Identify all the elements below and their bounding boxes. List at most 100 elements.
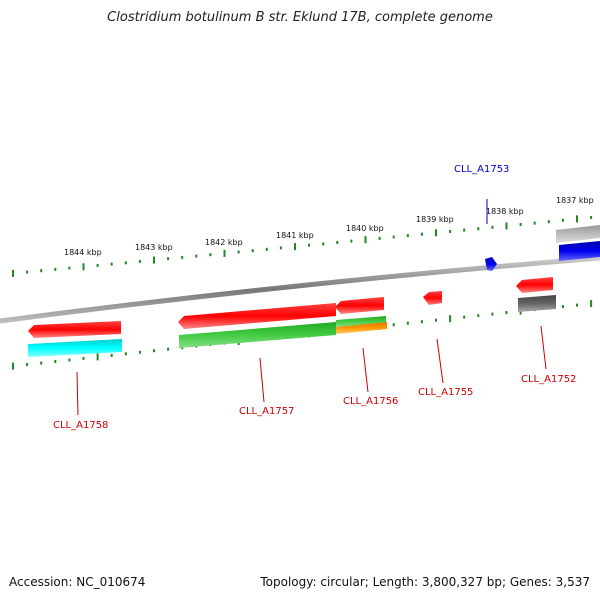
scale-tick [124,261,127,265]
scale-tick [223,249,226,257]
kbp-label: 1838 kbp [486,207,524,216]
scale-tick [167,257,170,261]
scale-tick [505,222,508,230]
scale-tick [138,350,141,354]
scale-tick [463,228,466,232]
gene-CLL_A1755[interactable] [423,291,442,305]
scale-tick [420,232,423,236]
gene-CLL_A1756[interactable] [335,297,384,314]
scale-tick [237,250,240,254]
gene-orange[interactable] [336,322,387,334]
scale-tick [561,305,564,309]
scale-tick [110,353,113,357]
gene-light-gray[interactable] [556,225,600,243]
scale-tick [167,347,170,351]
gene-CLL_A1758[interactable] [28,321,121,338]
scale-tick [110,262,113,266]
scale-tick [420,320,423,324]
scale-tick [195,254,198,258]
kbp-label: 1840 kbp [346,224,384,233]
scale-tick [477,227,480,231]
scale-tick [392,235,395,239]
gene-label[interactable]: CLL_A1758 [53,420,108,431]
scale-tick [54,267,57,271]
scale-tick [590,216,593,219]
scale-tick [519,223,522,226]
scale-tick [505,311,508,315]
scale-tick [406,321,409,325]
scale-tick [322,242,325,246]
gene-gray[interactable] [518,295,556,312]
forward-scale [12,215,593,277]
gene-label[interactable]: CLL_A1755 [418,387,473,398]
leader-line [436,338,444,384]
gene-CLL_A1752[interactable] [516,277,553,293]
scale-tick [336,241,339,244]
scale-tick [435,229,437,237]
scale-tick [491,225,494,229]
scale-tick [68,266,71,270]
scale-tick [463,315,466,319]
genome-backbone [0,255,600,324]
scale-tick [209,253,212,257]
scale-tick [82,356,85,360]
scale-tick [561,218,564,222]
scale-tick [477,314,480,318]
leader-line [540,325,547,370]
scale-tick [547,220,550,224]
scale-tick [153,256,155,264]
scale-tick [491,312,494,316]
scale-tick [40,361,43,365]
scale-tick [265,247,268,251]
gene-green-small[interactable] [336,316,386,327]
scale-tick [153,349,155,353]
genome-title: Clostridium botulinum B str. Eklund 17B,… [107,10,493,25]
scale-tick [533,221,536,225]
scale-tick [12,362,14,370]
scale-tick [576,303,578,307]
scale-tick [294,243,296,251]
scale-tick [378,236,381,240]
scale-tick [54,360,57,363]
scale-tick [590,300,593,308]
scale-tick [96,353,99,361]
scale-tick [449,230,452,233]
gene-blue-block[interactable] [559,241,600,261]
accession-text: Accession: NC_010674 [9,575,146,589]
gene-label[interactable]: CLL_A1753 [454,164,509,175]
scale-tick [449,315,452,323]
scale-tick [364,236,367,244]
scale-tick [251,249,254,253]
gene-label[interactable]: CLL_A1756 [343,396,398,407]
scale-tick [435,318,437,322]
scale-tick [406,234,409,238]
gene-CLL_A1753[interactable] [485,257,497,271]
scale-tick [82,263,85,271]
leader-line [362,347,369,393]
scale-tick [392,323,395,327]
kbp-label: 1837 kbp [556,196,594,205]
gene-label[interactable]: CLL_A1757 [239,406,294,417]
scale-tick [138,259,141,263]
genome-info-text: Topology: circular; Length: 3,800,327 bp… [260,575,590,589]
scale-tick [40,269,43,273]
kbp-label: 1839 kbp [416,215,454,224]
scale-tick [350,239,353,243]
kbp-label: 1844 kbp [64,248,102,257]
kbp-label: 1841 kbp [276,231,314,240]
gene-label[interactable]: CLL_A1752 [521,374,576,385]
scale-tick [279,246,282,250]
gene-cyan[interactable] [28,339,122,357]
scale-tick [96,263,99,267]
gene-CLL_A1757[interactable] [178,303,336,329]
scale-tick [308,243,311,247]
gene-green[interactable] [179,322,336,348]
leader-line [76,371,79,416]
scale-tick [26,363,29,367]
kbp-label: 1842 kbp [205,238,243,247]
scale-tick [181,255,184,259]
scale-tick [12,269,14,277]
scale-tick [124,352,127,356]
scale-tick [576,215,578,223]
